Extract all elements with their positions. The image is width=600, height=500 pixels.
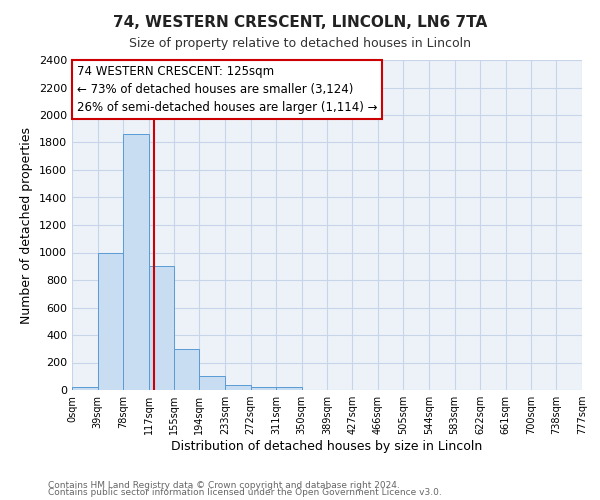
Bar	[225, 384, 251, 390]
Y-axis label: Number of detached properties: Number of detached properties	[20, 126, 34, 324]
Text: Contains public sector information licensed under the Open Government Licence v3: Contains public sector information licen…	[48, 488, 442, 497]
Bar	[276, 387, 302, 390]
Bar	[251, 386, 276, 390]
Bar	[123, 134, 149, 390]
Bar	[199, 376, 225, 390]
X-axis label: Distribution of detached houses by size in Lincoln: Distribution of detached houses by size …	[172, 440, 482, 453]
Bar	[72, 387, 98, 390]
Text: Size of property relative to detached houses in Lincoln: Size of property relative to detached ho…	[129, 38, 471, 51]
Bar	[98, 252, 123, 390]
Bar	[149, 266, 174, 390]
Text: 74 WESTERN CRESCENT: 125sqm
← 73% of detached houses are smaller (3,124)
26% of : 74 WESTERN CRESCENT: 125sqm ← 73% of det…	[77, 65, 377, 114]
Bar	[174, 349, 199, 390]
Text: Contains HM Land Registry data © Crown copyright and database right 2024.: Contains HM Land Registry data © Crown c…	[48, 480, 400, 490]
Text: 74, WESTERN CRESCENT, LINCOLN, LN6 7TA: 74, WESTERN CRESCENT, LINCOLN, LN6 7TA	[113, 15, 487, 30]
